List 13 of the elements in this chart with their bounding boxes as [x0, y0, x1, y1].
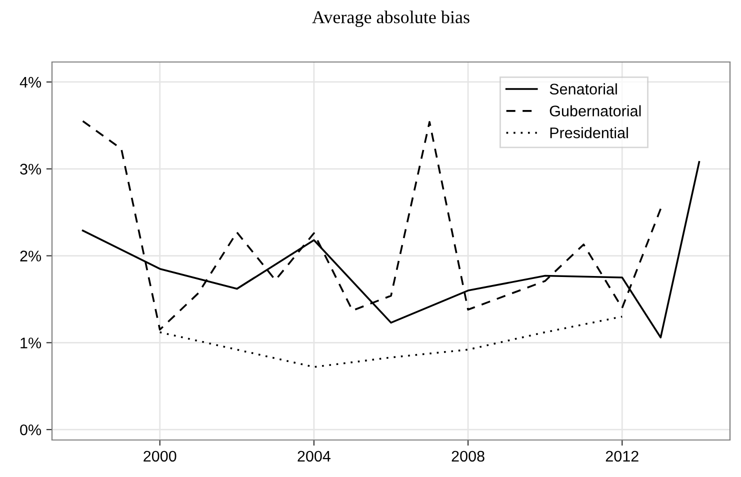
- y-tick-label: 3%: [20, 164, 42, 175]
- x-tick-label: 2004: [298, 450, 331, 462]
- x-tick-label: 2008: [452, 450, 484, 462]
- y-tick-label: 1%: [20, 338, 42, 348]
- legend-label: Presidential: [550, 127, 628, 138]
- chart-title: Average absolute bias: [312, 10, 470, 28]
- legend-label: Gubernatorial: [550, 105, 641, 116]
- legend-label: Senatorial: [550, 83, 617, 95]
- x-tick-label: 2012: [606, 450, 638, 462]
- y-tick-label: 2%: [20, 250, 42, 262]
- x-tick-label: 2000: [144, 450, 176, 462]
- y-tick-label: 4%: [20, 76, 42, 88]
- y-tick-label: 0%: [20, 424, 42, 436]
